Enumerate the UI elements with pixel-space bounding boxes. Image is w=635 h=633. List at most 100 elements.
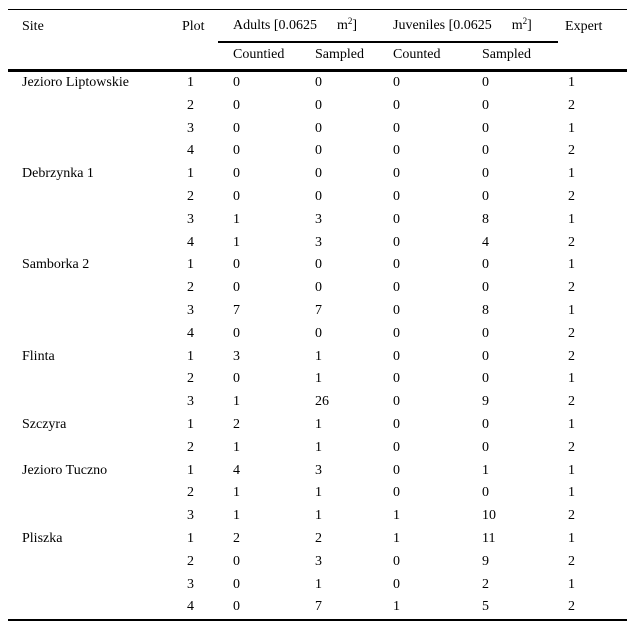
subheader-juveniles-sampled: Sampled (482, 41, 566, 72)
site-cell: Pliszka (22, 530, 63, 546)
juveniles-sampled-cell: 4 (482, 234, 489, 250)
juveniles-counted-cell: 0 (393, 97, 400, 113)
expert-cell: 1 (568, 166, 576, 182)
adults-sampled-cell: 0 (315, 75, 322, 90)
site-cell (8, 368, 182, 391)
adults-sampled-cell: 3 (315, 234, 322, 250)
juveniles-sampled-cell: 0 (482, 280, 489, 296)
juveniles-counted-cell: 0 (393, 234, 400, 250)
juveniles-sampled-cell: 0 (482, 257, 489, 273)
juveniles-sampled-cell: 0 (482, 188, 489, 204)
adults-counted-cell: 1 (233, 234, 240, 250)
expert-cell: 1 (568, 302, 576, 318)
subheader-adults-counted: Countied (233, 41, 315, 72)
site-cell (8, 551, 182, 574)
subheader-adults-sampled: Sampled (315, 41, 393, 72)
juveniles-sampled-cell: 8 (482, 211, 489, 227)
table-row: Flinta 1 3 1 0 0 2 (8, 346, 627, 369)
juveniles-sampled-cell: 2 (482, 576, 489, 592)
column-header-site: Site (8, 9, 182, 72)
juveniles-counted-cell: 0 (393, 166, 400, 182)
adults-counted-cell: 1 (233, 485, 240, 501)
table-header: Site Plot Adults [0.0625 m2] Juveniles [0… (8, 9, 628, 72)
juveniles-counted-cell: 0 (393, 416, 400, 432)
adults-sampled-cell: 0 (315, 188, 322, 204)
adults-sampled-cell: 3 (315, 462, 322, 478)
adults-sampled-cell: 1 (315, 439, 322, 455)
juveniles-counted-cell: 0 (393, 553, 400, 569)
juveniles-counted-cell: 0 (393, 211, 400, 227)
plot-cell: 2 (187, 439, 194, 455)
adults-counted-cell: 2 (233, 530, 240, 546)
plot-cell: 1 (187, 462, 194, 478)
plot-cell: 4 (187, 234, 194, 250)
table-row: 3 0 0 0 0 1 (8, 118, 627, 141)
site-cell: Flinta (22, 348, 55, 364)
table-row: 4 0 7 1 5 2 (8, 596, 627, 620)
expert-cell: 2 (568, 97, 576, 113)
plot-cell: 1 (187, 75, 194, 90)
adults-counted-cell: 0 (233, 120, 240, 136)
site-cell (8, 95, 182, 118)
table-row: Szczyra 1 2 1 0 0 1 (8, 414, 627, 437)
site-cell (8, 277, 182, 300)
adults-counted-cell: 7 (233, 302, 240, 318)
plot-cell: 2 (187, 553, 194, 569)
juveniles-sampled-cell: 0 (482, 166, 489, 182)
juveniles-counted-cell: 1 (393, 599, 400, 615)
juveniles-counted-cell: 0 (393, 394, 400, 410)
adults-counted-cell: 0 (233, 143, 240, 159)
juveniles-sampled-cell: 0 (482, 439, 489, 455)
subheader-juveniles-counted: Counted (393, 41, 482, 72)
header-row-groups: Site Plot Adults [0.0625 m2] Juveniles [0… (8, 9, 628, 72)
site-cell: Jezioro Tuczno (22, 462, 108, 478)
site-cell (8, 574, 182, 597)
plot-cell: 3 (187, 508, 194, 524)
juveniles-group-prefix: Juveniles [0.0625 (393, 17, 492, 33)
adults-sampled-cell: 1 (315, 576, 322, 592)
plot-cell: 2 (187, 485, 194, 501)
table-row: Jezioro Liptowskie 1 0 0 0 0 1 (8, 71, 627, 95)
plot-cell: 3 (187, 211, 194, 227)
adults-sampled-cell: 2 (315, 530, 322, 546)
juveniles-counted-cell: 0 (393, 280, 400, 296)
adults-counted-cell: 0 (233, 166, 240, 182)
juveniles-sampled-cell: 11 (482, 530, 496, 546)
juveniles-counted-cell: 1 (393, 530, 400, 546)
juveniles-counted-cell: 0 (393, 120, 400, 136)
adults-sampled-cell: 26 (315, 394, 329, 410)
expert-cell: 1 (568, 371, 576, 387)
expert-cell: 1 (568, 530, 576, 546)
expert-cell: 1 (568, 462, 576, 478)
expert-cell: 2 (568, 599, 576, 615)
expert-cell: 2 (568, 348, 576, 364)
table-row: 2 1 1 0 0 2 (8, 437, 627, 460)
table-body: Jezioro Liptowskie 1 0 0 0 0 1 2 0 0 0 0… (8, 71, 627, 621)
juveniles-sampled-cell: 1 (482, 462, 489, 478)
adults-counted-cell: 1 (233, 211, 240, 227)
table-row: Pliszka 1 2 2 1 11 1 (8, 528, 627, 551)
site-cell (8, 323, 182, 346)
adults-counted-cell: 0 (233, 553, 240, 569)
juveniles-sampled-cell: 10 (482, 508, 496, 524)
juveniles-sampled-cell: 0 (482, 97, 489, 113)
table-row: 4 1 3 0 4 2 (8, 232, 627, 255)
adults-sampled-cell: 3 (315, 211, 322, 227)
plot-cell: 1 (187, 166, 194, 182)
table-row: 2 0 0 0 0 2 (8, 95, 627, 118)
expert-cell: 2 (568, 553, 576, 569)
juveniles-group-unit: m2] (511, 15, 532, 33)
adults-counted-cell: 1 (233, 394, 240, 410)
juveniles-sampled-cell: 0 (482, 348, 489, 364)
adults-sampled-cell: 0 (315, 257, 322, 273)
adults-sampled-cell: 1 (315, 508, 322, 524)
juveniles-counted-cell: 0 (393, 143, 400, 159)
expert-cell: 1 (568, 576, 576, 592)
adults-sampled-cell: 0 (315, 97, 322, 113)
expert-cell: 1 (568, 75, 576, 90)
results-table: Site Plot Adults [0.0625 m2] Juveniles [0… (8, 9, 628, 622)
plot-cell: 3 (187, 302, 194, 318)
juveniles-sampled-cell: 0 (482, 371, 489, 387)
site-cell (8, 140, 182, 163)
